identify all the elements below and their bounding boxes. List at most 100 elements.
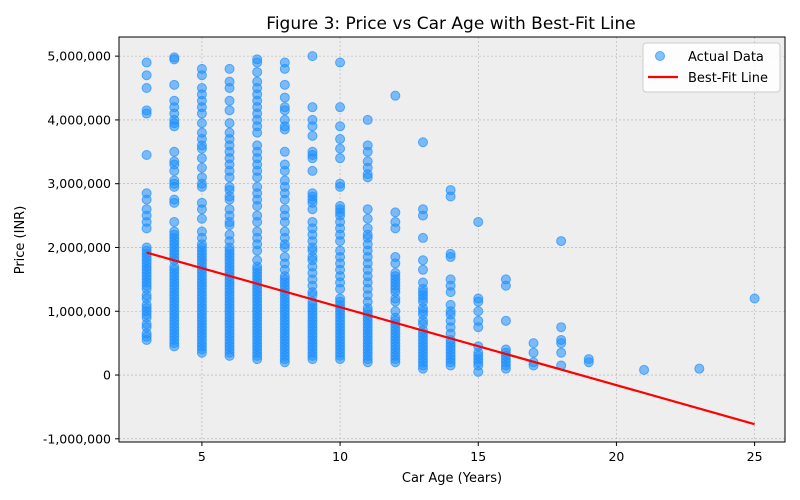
scatter-points bbox=[141, 51, 760, 377]
data-point bbox=[224, 118, 235, 129]
data-point bbox=[473, 296, 484, 307]
best-fit-line-group bbox=[146, 251, 755, 426]
data-point bbox=[169, 121, 180, 132]
data-point bbox=[500, 315, 511, 326]
data-point bbox=[224, 63, 235, 74]
y-tick-label: 1,000,000 bbox=[47, 304, 111, 319]
data-point bbox=[307, 51, 318, 62]
data-point bbox=[307, 165, 318, 176]
data-point bbox=[169, 181, 180, 192]
data-point bbox=[224, 220, 235, 231]
data-point bbox=[252, 245, 263, 256]
data-point bbox=[390, 296, 401, 307]
y-tick-label: -1,000,000 bbox=[43, 431, 111, 446]
data-point bbox=[694, 363, 705, 374]
data-point bbox=[417, 137, 428, 148]
data-point bbox=[196, 204, 207, 215]
y-axis-label: Price (INR) bbox=[13, 206, 28, 275]
data-point bbox=[196, 213, 207, 224]
axes: 5 10 15 20 25 -1,000,000 0 1,000,000 2,000,000 3,… bbox=[43, 49, 763, 464]
data-point bbox=[196, 70, 207, 81]
data-point bbox=[417, 264, 428, 275]
y-tick-label: 5,000,000 bbox=[47, 49, 111, 64]
data-point bbox=[556, 338, 567, 349]
data-point bbox=[417, 255, 428, 266]
data-point bbox=[362, 114, 373, 125]
data-point bbox=[362, 213, 373, 224]
data-point bbox=[307, 102, 318, 113]
data-point bbox=[279, 79, 290, 90]
plot-frame bbox=[118, 36, 786, 443]
x-tick-label: 15 bbox=[470, 449, 486, 464]
data-point bbox=[335, 121, 346, 132]
data-point bbox=[390, 207, 401, 218]
data-point bbox=[279, 105, 290, 116]
data-point bbox=[141, 57, 152, 68]
y-tick-label: 3,000,000 bbox=[47, 176, 111, 191]
data-point bbox=[169, 146, 180, 157]
x-axis-label: Car Age (Years) bbox=[402, 471, 502, 486]
data-point bbox=[473, 366, 484, 377]
data-point bbox=[169, 216, 180, 227]
data-point bbox=[335, 57, 346, 68]
data-point bbox=[169, 54, 180, 65]
data-point bbox=[417, 363, 428, 374]
data-point bbox=[445, 191, 456, 202]
data-point bbox=[335, 181, 346, 192]
best-fit-line bbox=[146, 251, 755, 426]
data-point bbox=[169, 341, 180, 352]
data-point bbox=[307, 354, 318, 365]
data-point bbox=[500, 363, 511, 374]
x-tick-label: 5 bbox=[198, 449, 206, 464]
data-point bbox=[390, 357, 401, 368]
data-point bbox=[335, 153, 346, 164]
data-point bbox=[279, 216, 290, 227]
data-point bbox=[141, 108, 152, 119]
data-point bbox=[335, 236, 346, 247]
x-tick-label: 25 bbox=[747, 449, 763, 464]
data-point bbox=[224, 95, 235, 106]
data-point bbox=[252, 216, 263, 227]
data-point bbox=[224, 350, 235, 361]
data-point bbox=[224, 172, 235, 183]
data-point bbox=[335, 134, 346, 145]
data-point bbox=[556, 322, 567, 333]
data-point bbox=[639, 364, 650, 375]
data-point bbox=[169, 79, 180, 90]
data-point bbox=[307, 130, 318, 141]
data-point bbox=[279, 194, 290, 205]
data-point bbox=[252, 127, 263, 138]
data-point bbox=[224, 83, 235, 94]
legend-label-actual-data: Actual Data bbox=[688, 50, 764, 65]
data-point bbox=[445, 252, 456, 263]
data-point bbox=[390, 258, 401, 269]
x-tick-label: 20 bbox=[608, 449, 624, 464]
data-point bbox=[445, 360, 456, 371]
data-point bbox=[279, 92, 290, 103]
chart-title: Figure 3: Price vs Car Age with Best-Fit… bbox=[266, 14, 635, 34]
data-point bbox=[141, 334, 152, 345]
data-point bbox=[252, 67, 263, 78]
data-point bbox=[141, 83, 152, 94]
data-point bbox=[279, 165, 290, 176]
data-point bbox=[141, 194, 152, 205]
data-point bbox=[224, 194, 235, 205]
data-point bbox=[279, 357, 290, 368]
data-point bbox=[307, 204, 318, 215]
legend: Actual Data Best-Fit Line bbox=[642, 42, 781, 93]
data-point bbox=[196, 153, 207, 164]
data-point bbox=[417, 232, 428, 243]
data-point bbox=[528, 338, 539, 349]
data-point bbox=[362, 172, 373, 183]
data-point bbox=[141, 223, 152, 234]
data-point bbox=[390, 90, 401, 101]
data-point bbox=[556, 236, 567, 247]
data-point bbox=[141, 70, 152, 81]
data-point bbox=[445, 287, 456, 298]
data-point bbox=[749, 293, 760, 304]
data-point bbox=[307, 121, 318, 132]
y-tick-label: 2,000,000 bbox=[47, 240, 111, 255]
y-tick-label: 4,000,000 bbox=[47, 112, 111, 127]
data-point bbox=[500, 280, 511, 291]
